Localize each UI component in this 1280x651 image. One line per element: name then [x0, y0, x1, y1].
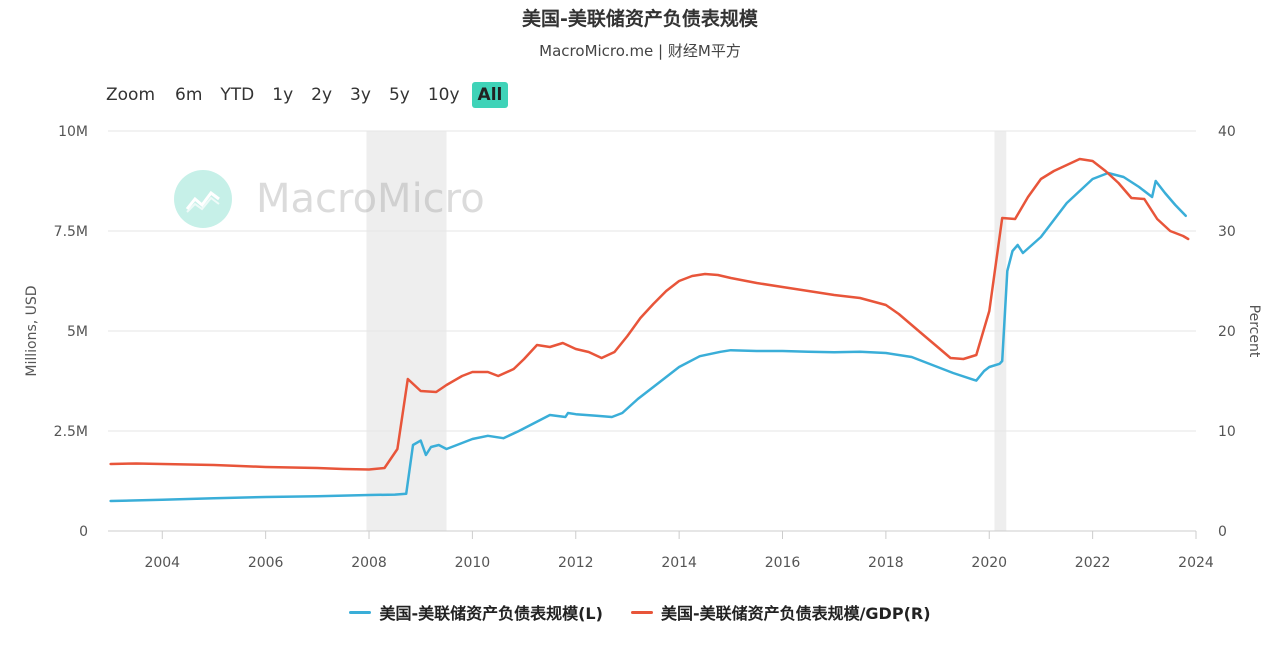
legend-swatch-blue — [349, 610, 372, 614]
x-tick-label: 2010 — [455, 555, 491, 571]
legend-label-balance-sheet: 美国-美联储资产负债表规模(L) — [379, 604, 603, 623]
series-line-balance-sheet-gdp — [109, 157, 1190, 471]
y-left-tick-label: 10M — [58, 124, 88, 140]
x-tick-label: 2018 — [868, 555, 904, 571]
watermark: MacroMicro — [174, 170, 485, 228]
legend-swatch-red — [630, 610, 653, 614]
legend-label-balance-sheet-gdp: 美国-美联储资产负债表规模/GDP(R) — [660, 604, 931, 623]
y-right-tick-label: 40 — [1218, 124, 1236, 140]
range-button-10y[interactable]: 10y — [427, 85, 460, 105]
legend-item-balance-sheet-gdp[interactable]: 美国-美联储资产负债表规模/GDP(R) — [630, 600, 931, 624]
macromicro-logo-icon — [174, 170, 232, 228]
x-tick-label: 2016 — [765, 555, 801, 571]
legend-item-balance-sheet[interactable]: 美国-美联储资产负债表规模(L) — [349, 600, 603, 624]
y-right-axis-title: Percent — [1246, 305, 1262, 358]
y-left-tick-label: 2.5M — [54, 424, 88, 440]
y-left-tick-label: 7.5M — [54, 224, 88, 240]
zoom-label: Zoom — [106, 85, 156, 105]
x-tick-label: 2008 — [351, 555, 387, 571]
chart-title: 美国-美联储资产负债表规模 — [522, 8, 758, 30]
y-left-axis-title: Millions, USD — [24, 285, 40, 376]
legend: 美国-美联储资产负债表规模(L) 美国-美联储资产负债表规模/GDP(R) — [0, 600, 1280, 624]
chart-subtitle: MacroMicro.me | 财经M平方 — [539, 42, 741, 60]
range-button-5y[interactable]: 5y — [388, 85, 410, 105]
range-button-ytd[interactable]: YTD — [220, 85, 255, 105]
range-button-6m[interactable]: 6m — [175, 85, 203, 105]
x-tick-label: 2020 — [971, 555, 1007, 571]
range-selector: Zoom 6m YTD 1y 2y 3y 5y 10y All — [106, 82, 514, 108]
range-button-3y[interactable]: 3y — [350, 85, 371, 105]
x-tick-label: 2012 — [558, 555, 594, 571]
y-left-tick-label: 5M — [67, 324, 88, 340]
x-tick-label: 2006 — [248, 555, 284, 571]
y-left-tick-label: 0 — [79, 524, 88, 540]
y-right-tick-label: 30 — [1218, 224, 1236, 240]
y-right-tick-label: 10 — [1218, 424, 1236, 440]
x-tick-label: 2024 — [1178, 555, 1214, 571]
x-tick-label: 2022 — [1075, 555, 1111, 571]
watermark-text: MacroMicro — [256, 176, 485, 222]
x-tick-label: 2004 — [144, 555, 180, 571]
y-right-tick-label: 20 — [1218, 324, 1236, 340]
chart-canvas: 0 2.5M 5M 7.5M 10M 0 10 20 30 40 2004 2006 2008 2010 2… — [24, 124, 1262, 571]
range-button-1y[interactable]: 1y — [272, 85, 294, 105]
range-button-2y[interactable]: 2y — [311, 85, 333, 105]
range-button-all[interactable]: All — [471, 82, 509, 108]
series-line-balance-sheet — [109, 171, 1187, 503]
x-tick-label: 2014 — [661, 555, 697, 571]
y-right-tick-label: 0 — [1218, 524, 1227, 540]
